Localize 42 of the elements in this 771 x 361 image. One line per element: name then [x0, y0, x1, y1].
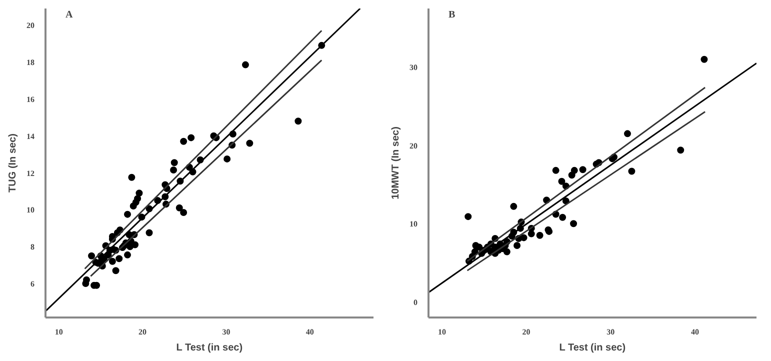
- x-tick-label: 20: [522, 328, 530, 336]
- point: [559, 214, 566, 221]
- y-tick-label: 8: [30, 242, 34, 252]
- point: [464, 213, 472, 220]
- point: [568, 172, 576, 179]
- y-axis-title: 10MWT (In sec): [390, 126, 402, 200]
- point: [528, 230, 535, 238]
- y-tick-label: 14: [26, 132, 34, 141]
- y-tick-label: 10: [410, 220, 418, 229]
- x-axis-title: L Test (in sec): [559, 342, 626, 354]
- point: [536, 232, 544, 239]
- point: [558, 178, 566, 185]
- y-tick-label: 20: [410, 141, 418, 150]
- x-tick-label: 30: [222, 328, 230, 336]
- y-tick-label: 12: [26, 168, 34, 178]
- x-tick-label: 30: [606, 328, 615, 336]
- x-tick-label: 40: [690, 328, 699, 336]
- annotation: A: [66, 10, 74, 20]
- x-axis-title: L Test (in sec): [176, 342, 243, 354]
- point: [552, 166, 560, 174]
- point: [472, 242, 480, 250]
- point: [700, 56, 708, 63]
- x-tick-label: 40: [306, 328, 314, 336]
- y-tick-label: 30: [410, 63, 418, 72]
- point: [579, 166, 586, 174]
- y-tick-label: 10: [26, 206, 34, 215]
- y-tick-label: 18: [26, 58, 34, 68]
- point: [624, 130, 631, 138]
- point: [514, 242, 521, 250]
- y-axis-title: TUG (In sec): [8, 134, 18, 192]
- x-tick-label: 20: [138, 328, 147, 336]
- annotation: B: [448, 10, 456, 20]
- point: [677, 146, 684, 154]
- y-tick-label: 6: [30, 280, 34, 289]
- y-tick-label: 16: [26, 94, 34, 104]
- point: [510, 202, 518, 210]
- point: [570, 220, 578, 228]
- point: [628, 168, 636, 175]
- x-tick-label: 10: [54, 328, 63, 336]
- y-tick-label: 0: [414, 298, 418, 307]
- y-tick-label: 20: [26, 21, 34, 30]
- x-tick-label: 10: [438, 328, 446, 336]
